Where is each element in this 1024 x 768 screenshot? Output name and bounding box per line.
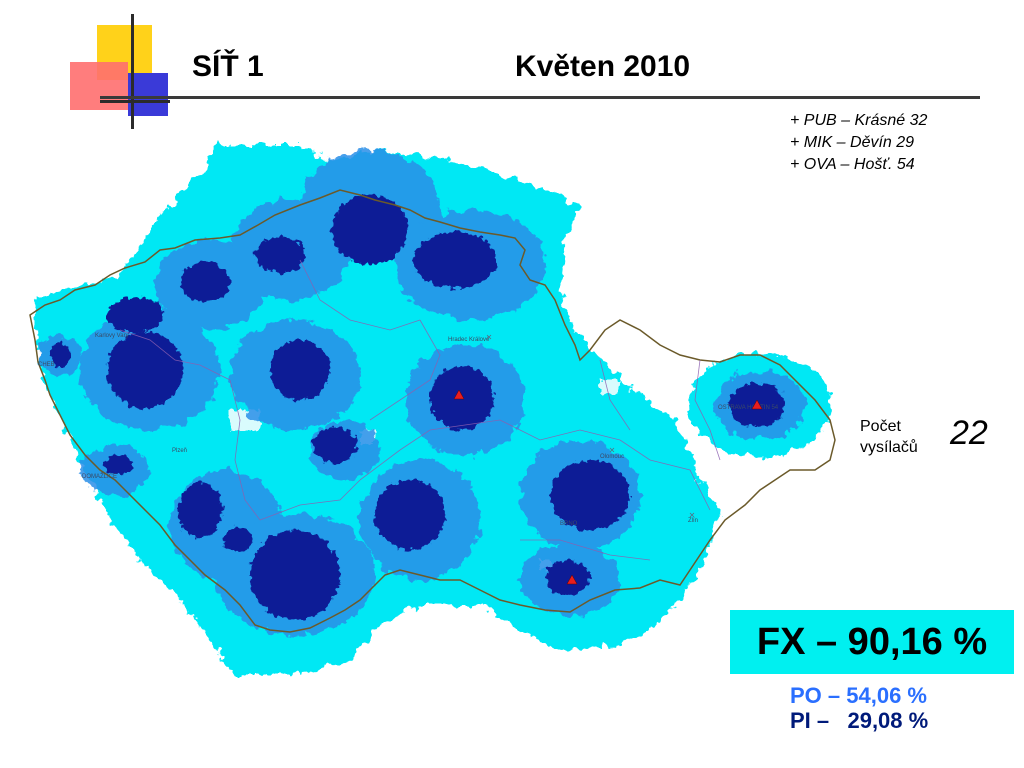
region-boundaries xyxy=(119,259,721,561)
city-markers: CHEB Karlovy Vary Plzeň DOMAŽLICE Hradec… xyxy=(38,333,779,527)
city-x-marker xyxy=(609,447,615,453)
city-x-marker xyxy=(689,512,695,518)
fx-coverage-box: FX – 90,16 % xyxy=(730,610,1014,674)
map-label-karlovy-vary: Karlovy Vary xyxy=(95,333,129,339)
pi-coverage-area xyxy=(50,195,785,620)
corner-blue-square xyxy=(128,73,168,116)
map-label-zlin: Zlín xyxy=(688,518,698,524)
transmitter-count-value: 22 xyxy=(950,414,988,452)
po-coverage-text: PO – 54,06 % xyxy=(790,683,927,708)
new-transmitter-markers xyxy=(453,389,763,585)
added-transmitter-item: + PUB – Krásné 32 xyxy=(790,112,928,129)
title-divider xyxy=(100,96,980,99)
count-label-line2: vysílačů xyxy=(860,439,918,456)
transmitter-marker-pub xyxy=(453,389,465,400)
transmitter-count-label: Počet vysílačů xyxy=(860,416,918,458)
added-transmitter-item: + MIK – Děvín 29 xyxy=(790,134,915,151)
city-x-marker xyxy=(486,334,492,340)
map-label-cheb: CHEB xyxy=(38,362,55,368)
map-label-plzen: Plzeň xyxy=(172,448,187,454)
count-label-line1: Počet xyxy=(860,418,901,435)
map-label-brno: BRNO xyxy=(560,521,578,527)
map-label-ostrava: OSTRAVA HOSTIN 54 xyxy=(718,405,779,411)
transmitter-marker-mik xyxy=(566,574,578,585)
date-title: Květen 2010 xyxy=(515,50,691,83)
country-border xyxy=(29,189,836,633)
map-label-olomouc: Olomouc xyxy=(600,454,624,460)
network-title: SÍŤ 1 xyxy=(192,50,264,83)
corner-horizontal-line xyxy=(100,100,170,103)
added-transmitters-list: + PUB – Krásné 32 + MIK – Děvín 29 + OVA… xyxy=(790,110,927,176)
transmitter-marker-ova xyxy=(751,399,763,410)
fx-coverage-text: FX – 90,16 % xyxy=(756,620,988,663)
map-label-hradec: Hradec Králové xyxy=(448,337,490,343)
pi-coverage-text: PI – 29,08 % xyxy=(790,708,929,733)
corner-vertical-line xyxy=(131,14,134,129)
map-label-domazlice: DOMAŽLICE xyxy=(82,472,117,480)
added-transmitter-item: + OVA – Hošť. 54 xyxy=(790,156,915,173)
